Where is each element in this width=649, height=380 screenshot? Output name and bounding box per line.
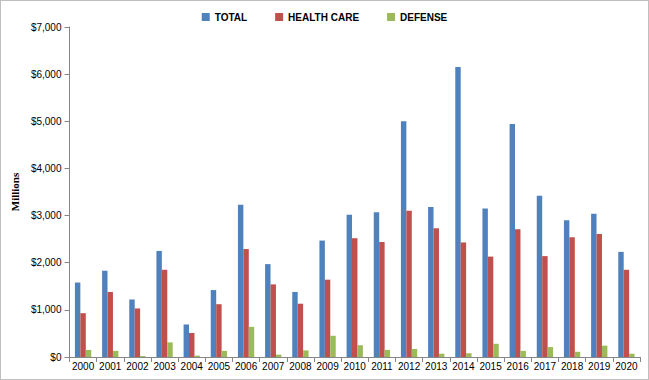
svg-text:2016: 2016 bbox=[507, 361, 530, 372]
svg-text:DEFENSE: DEFENSE bbox=[400, 12, 448, 23]
svg-text:$4,000: $4,000 bbox=[31, 163, 62, 174]
svg-text:2006: 2006 bbox=[235, 361, 258, 372]
svg-text:2002: 2002 bbox=[126, 361, 149, 372]
svg-text:2000: 2000 bbox=[72, 361, 95, 372]
svg-text:2020: 2020 bbox=[615, 361, 638, 372]
svg-text:2014: 2014 bbox=[452, 361, 475, 372]
svg-text:2008: 2008 bbox=[289, 361, 312, 372]
svg-text:$0: $0 bbox=[50, 352, 62, 363]
svg-text:$6,000: $6,000 bbox=[31, 69, 62, 80]
svg-text:2005: 2005 bbox=[208, 361, 231, 372]
svg-text:$1,000: $1,000 bbox=[31, 304, 62, 315]
svg-text:$3,000: $3,000 bbox=[31, 210, 62, 221]
svg-text:2018: 2018 bbox=[561, 361, 584, 372]
svg-text:$5,000: $5,000 bbox=[31, 116, 62, 127]
svg-text:2010: 2010 bbox=[344, 361, 367, 372]
svg-text:2007: 2007 bbox=[262, 361, 285, 372]
svg-text:TOTAL: TOTAL bbox=[215, 12, 247, 23]
svg-text:HEALTH CARE: HEALTH CARE bbox=[288, 12, 359, 23]
svg-text:2012: 2012 bbox=[398, 361, 421, 372]
svg-text:2013: 2013 bbox=[425, 361, 448, 372]
svg-text:2009: 2009 bbox=[316, 361, 339, 372]
svg-text:$7,000: $7,000 bbox=[31, 22, 62, 33]
svg-text:$2,000: $2,000 bbox=[31, 257, 62, 268]
svg-text:2001: 2001 bbox=[99, 361, 122, 372]
svg-text:2017: 2017 bbox=[534, 361, 557, 372]
svg-text:2015: 2015 bbox=[479, 361, 502, 372]
svg-text:2004: 2004 bbox=[181, 361, 204, 372]
svg-text:2003: 2003 bbox=[153, 361, 176, 372]
svg-text:2011: 2011 bbox=[371, 361, 393, 372]
svg-text:Millions: Millions bbox=[9, 172, 21, 211]
svg-text:2019: 2019 bbox=[588, 361, 611, 372]
